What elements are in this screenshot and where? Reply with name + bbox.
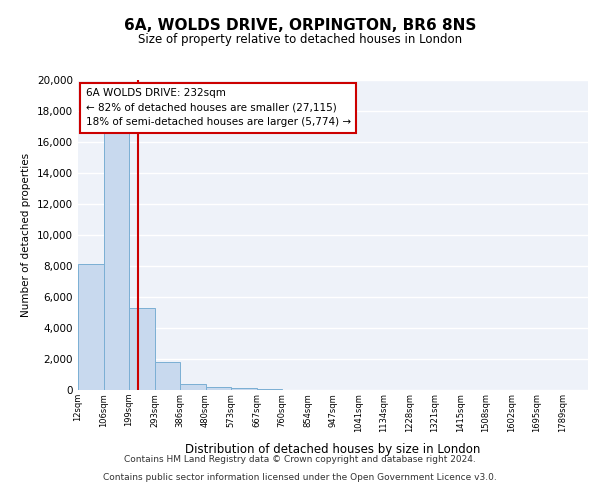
Bar — [104, 134, 129, 390]
Text: Size of property relative to detached houses in London: Size of property relative to detached ho… — [138, 32, 462, 46]
Text: Contains public sector information licensed under the Open Government Licence v3: Contains public sector information licen… — [103, 472, 497, 482]
Text: 6A, WOLDS DRIVE, ORPINGTON, BR6 8NS: 6A, WOLDS DRIVE, ORPINGTON, BR6 8NS — [124, 18, 476, 32]
Text: Contains HM Land Registry data © Crown copyright and database right 2024.: Contains HM Land Registry data © Crown c… — [124, 455, 476, 464]
Text: 6A WOLDS DRIVE: 232sqm
← 82% of detached houses are smaller (27,115)
18% of semi: 6A WOLDS DRIVE: 232sqm ← 82% of detached… — [86, 88, 351, 128]
Bar — [257, 389, 282, 390]
Bar — [155, 362, 180, 390]
Bar — [180, 384, 205, 390]
Bar — [78, 264, 104, 390]
Bar — [129, 308, 155, 390]
Y-axis label: Number of detached properties: Number of detached properties — [22, 153, 31, 317]
Bar — [205, 387, 231, 390]
Bar — [231, 388, 257, 390]
X-axis label: Distribution of detached houses by size in London: Distribution of detached houses by size … — [185, 443, 481, 456]
